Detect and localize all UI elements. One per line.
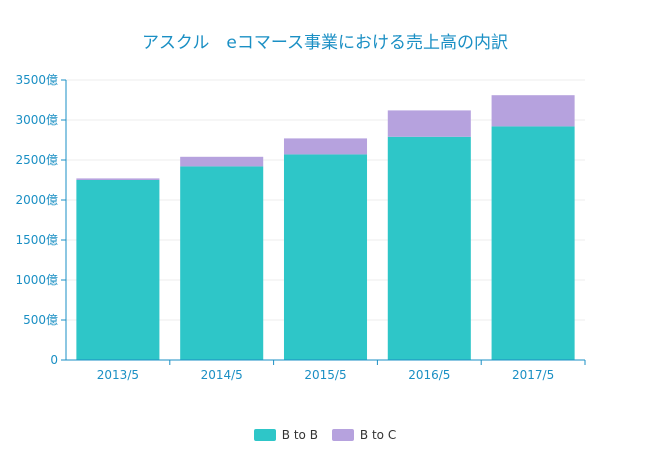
bar-btob [76, 180, 160, 360]
chart-title: アスクル eコマース事業における売上高の内訳 [141, 33, 509, 53]
y-tick-label: 1500億 [15, 233, 58, 247]
bar-btob [491, 126, 575, 361]
bar-btoc [76, 178, 160, 180]
bar-btoc [387, 110, 471, 137]
legend-swatch-btoc [331, 429, 354, 441]
y-tick-label: 1000億 [15, 273, 58, 287]
bar-btoc [491, 95, 575, 127]
x-tick-label: 2013/5 [97, 368, 139, 382]
bar-btoc [283, 138, 368, 155]
bar-btob [180, 166, 264, 360]
bar-btob [283, 154, 368, 360]
y-tick-label: 500億 [23, 313, 58, 327]
legend-item-btob[interactable]: B to B [253, 428, 318, 442]
y-tick-label: 2000億 [15, 193, 58, 207]
x-tick-label: 2016/5 [408, 368, 450, 382]
bar-btoc [180, 156, 264, 167]
legend-swatch-btob [253, 429, 276, 441]
legend-item-btoc[interactable]: B to C [331, 428, 397, 442]
legend-label-btoc: B to C [359, 428, 397, 442]
y-tick-label: 3500億 [15, 73, 58, 87]
legend-label-btob: B to B [281, 428, 318, 442]
legend: B to B B to C [0, 428, 650, 442]
x-tick-label: 2014/5 [201, 368, 243, 382]
y-tick-label: 2500億 [15, 153, 58, 167]
axes: 0 500億 1000億 1500億 2000億 2500億 3000億 3500億 2013/… [15, 73, 586, 382]
bar-btob [387, 136, 471, 360]
x-tick-label: 2017/5 [512, 368, 554, 382]
bars [76, 95, 575, 361]
x-tick-label: 2015/5 [304, 368, 346, 382]
y-tick-label: 3000億 [15, 113, 58, 127]
y-tick-label: 0 [50, 353, 58, 367]
